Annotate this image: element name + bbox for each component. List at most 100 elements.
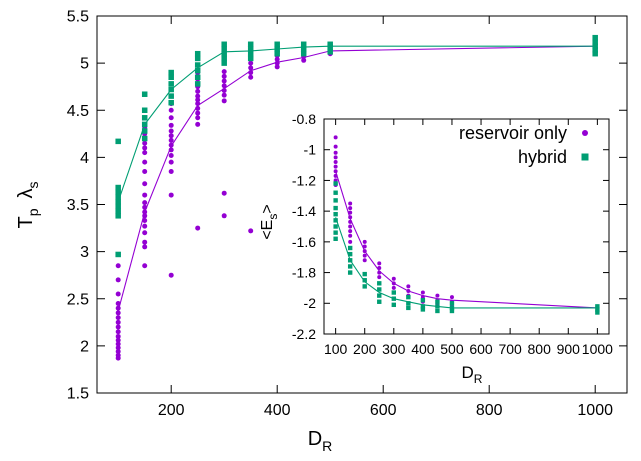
x-tick-label: 100 xyxy=(324,341,348,357)
data-point-hybrid xyxy=(115,189,121,195)
data-point-reservoir xyxy=(362,239,367,244)
data-point-reservoir xyxy=(115,349,121,355)
data-point-hybrid xyxy=(435,304,440,309)
data-point-hybrid xyxy=(595,307,600,312)
data-point-reservoir xyxy=(221,73,227,79)
y-tick-label: -1.8 xyxy=(292,264,316,280)
data-point-hybrid xyxy=(327,44,333,50)
data-point-reservoir xyxy=(142,140,148,146)
y-tick-label: -2 xyxy=(304,295,317,311)
data-point-reservoir xyxy=(333,173,338,178)
data-point-hybrid xyxy=(168,86,174,93)
data-point-hybrid xyxy=(595,310,600,315)
data-point-hybrid xyxy=(115,213,121,219)
y-tick-label: 2 xyxy=(80,338,89,355)
x-tick-label: 800 xyxy=(528,341,552,357)
data-point-hybrid xyxy=(377,287,382,292)
data-point-reservoir xyxy=(362,249,367,254)
data-point-reservoir xyxy=(142,213,148,219)
data-point-reservoir xyxy=(362,253,367,258)
data-point-reservoir xyxy=(348,233,353,238)
y-tick-label: 3.5 xyxy=(67,197,89,214)
data-point-hybrid xyxy=(274,50,280,57)
data-point-hybrid xyxy=(449,308,455,314)
y-tick-label: -0.8 xyxy=(292,111,316,127)
data-point-reservoir xyxy=(115,341,121,347)
data-point-reservoir xyxy=(168,272,174,278)
data-point-reservoir xyxy=(348,206,353,211)
data-point-hybrid xyxy=(141,128,148,134)
data-point-hybrid xyxy=(347,245,353,251)
data-point-hybrid xyxy=(333,198,338,203)
data-point-reservoir xyxy=(221,83,227,89)
legend-marker-hybrid xyxy=(581,153,589,161)
data-point-hybrid xyxy=(274,46,280,52)
data-point-hybrid xyxy=(141,121,148,128)
data-point-reservoir xyxy=(142,159,148,165)
data-point-hybrid xyxy=(247,50,254,57)
data-point-hybrid xyxy=(333,181,338,186)
y-tick-label: 1.5 xyxy=(67,386,89,403)
data-point-reservoir xyxy=(168,115,174,121)
data-point-hybrid xyxy=(333,205,338,211)
data-point-reservoir xyxy=(195,115,201,121)
data-point-reservoir xyxy=(142,239,148,245)
data-point-reservoir xyxy=(221,87,227,93)
data-point-hybrid xyxy=(435,308,440,314)
data-point-reservoir xyxy=(142,244,148,250)
x-tick-label: 200 xyxy=(158,402,185,419)
data-point-reservoir xyxy=(391,281,396,286)
x-tick-label: 700 xyxy=(498,341,522,357)
data-point-hybrid xyxy=(115,203,121,210)
data-point-hybrid xyxy=(141,135,148,142)
data-point-hybrid xyxy=(300,41,307,48)
data-point-reservoir xyxy=(142,150,148,156)
data-point-hybrid xyxy=(115,198,121,205)
data-point-reservoir xyxy=(333,150,338,155)
data-point-hybrid xyxy=(221,60,227,66)
y-tick-label: 4 xyxy=(80,150,89,167)
data-point-hybrid xyxy=(141,91,148,97)
data-point-hybrid xyxy=(115,184,121,191)
data-point-reservoir xyxy=(115,315,121,321)
data-point-reservoir xyxy=(195,105,201,111)
data-point-reservoir xyxy=(115,333,121,339)
data-point-hybrid xyxy=(300,46,307,52)
data-point-hybrid xyxy=(347,264,353,269)
x-tick-label: 600 xyxy=(370,402,397,419)
data-point-reservoir xyxy=(115,277,121,283)
data-point-reservoir xyxy=(168,142,174,148)
x-tick-label: 200 xyxy=(353,341,377,357)
data-point-reservoir xyxy=(168,192,174,198)
data-point-reservoir xyxy=(195,225,201,231)
data-point-reservoir xyxy=(248,65,254,71)
data-point-hybrid xyxy=(420,298,426,303)
data-point-reservoir xyxy=(274,60,280,66)
data-point-hybrid xyxy=(362,278,367,283)
data-point-reservoir xyxy=(333,160,338,164)
x-tick-label: 1000 xyxy=(582,341,613,357)
data-point-reservoir xyxy=(142,263,148,269)
data-point-hybrid xyxy=(333,212,338,217)
data-point-hybrid xyxy=(221,41,227,48)
data-point-hybrid xyxy=(194,55,201,62)
data-point-reservoir xyxy=(195,101,201,107)
data-point-reservoir xyxy=(406,289,411,293)
inset-y-axis-label: <Es> xyxy=(259,204,280,239)
data-point-reservoir xyxy=(449,295,454,300)
data-point-reservoir xyxy=(362,258,367,263)
plot-frame xyxy=(323,118,610,335)
data-point-reservoir xyxy=(420,290,425,295)
data-point-hybrid xyxy=(391,296,396,301)
data-point-reservoir xyxy=(142,204,148,210)
data-point-hybrid xyxy=(592,43,598,49)
data-point-hybrid xyxy=(194,62,201,68)
data-point-reservoir xyxy=(348,229,353,234)
data-point-reservoir xyxy=(348,219,353,224)
data-point-hybrid xyxy=(115,251,121,258)
data-point-reservoir xyxy=(168,169,174,175)
data-point-reservoir xyxy=(274,64,280,70)
x-axis-label: DR xyxy=(308,428,333,454)
y-tick-label: 5 xyxy=(80,56,89,73)
data-point-reservoir xyxy=(221,98,227,104)
